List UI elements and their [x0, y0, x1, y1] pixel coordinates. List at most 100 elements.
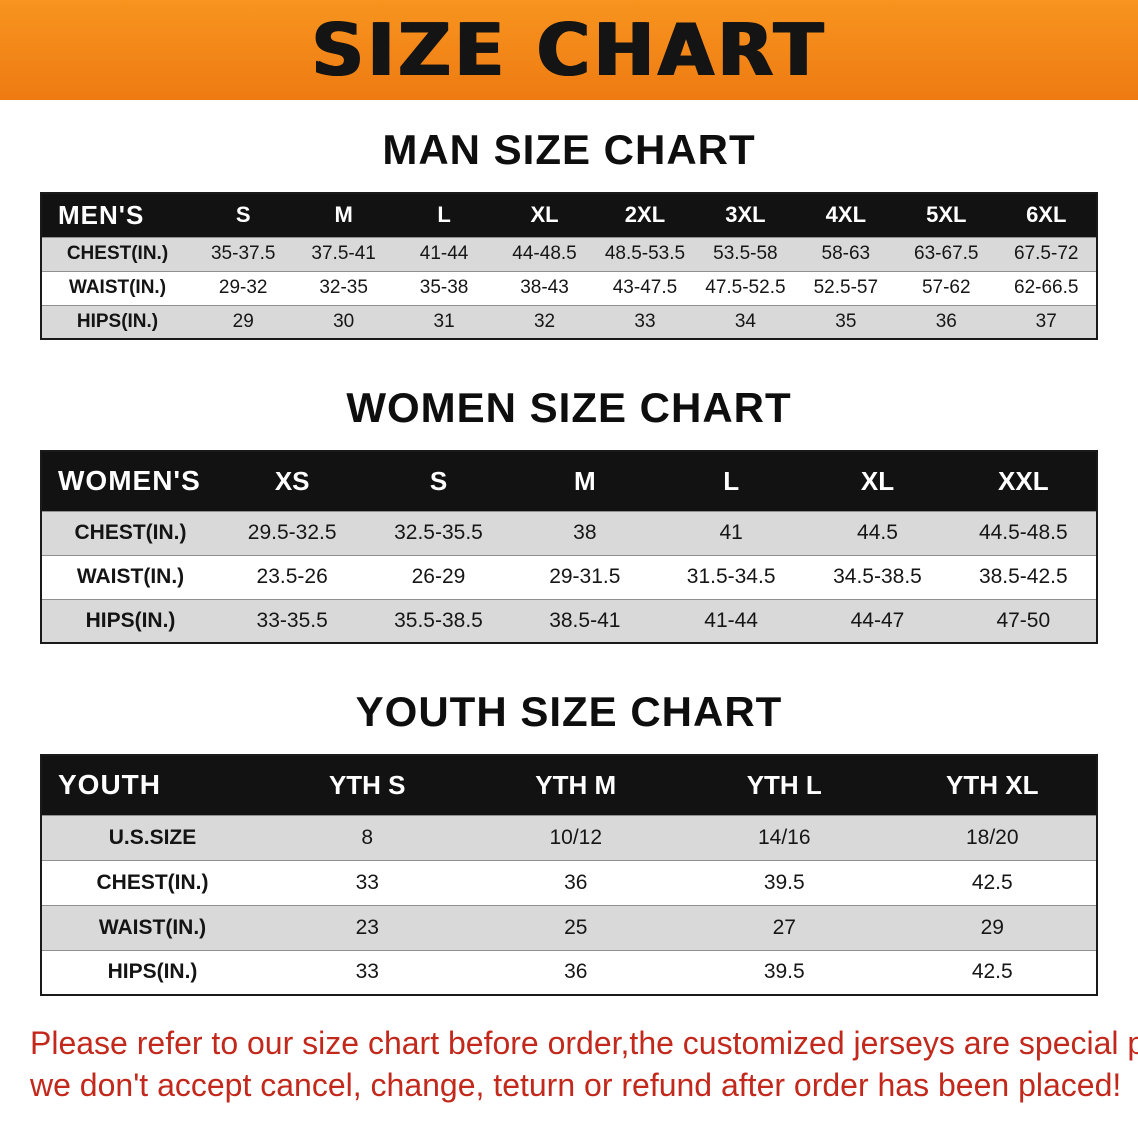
size-column-header: 4XL: [795, 193, 897, 237]
size-column-header: YTH XL: [888, 755, 1097, 815]
table-corner-label: YOUTH: [41, 755, 263, 815]
size-value-cell: 47.5-52.5: [705, 277, 786, 298]
table-row: U.S.SIZE 8 10/12 14/16 18/20: [41, 815, 1097, 860]
size-value-cell: 48.5-53.5: [604, 243, 686, 264]
row-label: WAIST(IN.): [68, 277, 167, 298]
size-value-cell: 25: [564, 915, 588, 939]
size-chart-page: SIZE CHART MAN SIZE CHART MEN'S S M L XL 2XL 3…: [0, 0, 1138, 1106]
size-value-cell: 38.5-42.5: [978, 565, 1068, 588]
size-value-cell: 18/20: [965, 825, 1019, 849]
table-header-row: YOUTH YTH S YTH M YTH L YTH XL: [41, 755, 1097, 815]
row-label: CHEST(IN.): [74, 521, 187, 544]
size-value-cell: 26-29: [411, 565, 466, 588]
size-value-cell: 32: [533, 310, 556, 332]
size-value-cell: 37.5-41: [311, 243, 376, 264]
men-size-table: MEN'S S M L XL 2XL 3XL 4XL 5XL 6XL CHEST(IN.) 35-37…: [40, 192, 1098, 340]
table-row: HIPS(IN.) 29 30 31 32 33 34 35 36 37: [41, 305, 1097, 339]
size-value-cell: 41: [719, 521, 743, 544]
size-column-header: XL: [804, 451, 951, 511]
row-label: CHEST(IN.): [66, 243, 169, 264]
size-value-cell: 53.5-58: [713, 243, 778, 264]
youth-size-chart-heading: YOUTH SIZE CHART: [355, 688, 783, 735]
size-value-cell: 29-31.5: [549, 565, 621, 588]
size-value-cell: 63-67.5: [914, 243, 979, 264]
table-corner-label: WOMEN'S: [41, 451, 219, 511]
size-value-cell: 33-35.5: [256, 608, 328, 632]
row-label: HIPS(IN.): [107, 960, 198, 984]
size-value-cell: 39.5: [763, 960, 805, 984]
youth-size-chart-section: YOUTH SIZE CHART YOUTH YTH S YTH M YTH L YTH…: [0, 688, 1138, 996]
man-size-chart-section: MAN SIZE CHART MEN'S S M L XL 2XL 3XL 4XL 5XL 6XL…: [0, 126, 1138, 340]
size-value-cell: 58-63: [821, 243, 871, 264]
size-value-cell: 47-50: [996, 608, 1051, 632]
size-value-cell: 23: [355, 915, 379, 939]
man-size-chart-heading: MAN SIZE CHART: [382, 126, 756, 173]
size-value-cell: 52.5-57: [813, 277, 879, 298]
size-value-cell: 29-32: [218, 277, 268, 298]
size-value-cell: 39.5: [763, 870, 805, 894]
size-column-header: YTH M: [471, 755, 680, 815]
size-column-header: S: [193, 193, 294, 237]
table-row: HIPS(IN.) 33 36 39.5 42.5: [41, 950, 1097, 995]
size-column-header: L: [657, 451, 805, 511]
size-column-header: YTH L: [680, 755, 889, 815]
notice-line-1: Please refer to our size chart before or…: [30, 1025, 1138, 1061]
table-row: WAIST(IN.) 23 25 27 29: [41, 905, 1097, 950]
size-value-cell: 43-47.5: [612, 277, 678, 298]
size-value-cell: 30: [333, 310, 355, 332]
size-value-cell: 29: [232, 310, 254, 332]
size-chart-banner: SIZE CHART: [0, 0, 1138, 100]
row-label: CHEST(IN.): [96, 870, 209, 894]
size-value-cell: 38: [573, 521, 597, 544]
table-row: WAIST(IN.) 23.5-26 26-29 29-31.5 31.5-34.5 34…: [41, 555, 1097, 599]
table-row: HIPS(IN.) 33-35.5 35.5-38.5 38.5-41 41-44 44-…: [41, 599, 1097, 643]
row-label: WAIST(IN.): [98, 915, 207, 939]
size-column-header: M: [511, 451, 658, 511]
size-value-cell: 44-48.5: [512, 243, 577, 264]
size-column-header: 6XL: [996, 193, 1097, 237]
table-header-row: MEN'S S M L XL 2XL 3XL 4XL 5XL 6XL: [41, 193, 1097, 237]
size-value-cell: 34.5-38.5: [833, 565, 922, 588]
row-label: HIPS(IN.): [76, 310, 159, 332]
size-column-header: XXL: [950, 451, 1097, 511]
size-value-cell: 42.5: [971, 960, 1013, 984]
row-label: WAIST(IN.): [76, 565, 185, 588]
page-title: SIZE CHART: [311, 8, 827, 92]
row-label: U.S.SIZE: [108, 825, 197, 849]
size-value-cell: 27: [772, 915, 796, 939]
size-value-cell: 33: [355, 960, 379, 984]
size-value-cell: 8: [361, 825, 374, 849]
order-notice: Please refer to our size chart before or…: [30, 1022, 1138, 1106]
table-row: WAIST(IN.) 29-32 32-35 35-38 38-43 43-47.5 47.…: [41, 271, 1097, 305]
size-value-cell: 37: [1035, 310, 1057, 332]
youth-size-table: YOUTH YTH S YTH M YTH L YTH XL U.S.SIZE 8 10/12…: [40, 754, 1098, 996]
size-column-header: M: [293, 193, 394, 237]
size-value-cell: 36: [564, 870, 588, 894]
size-value-cell: 41-44: [704, 608, 758, 632]
size-value-cell: 34: [734, 310, 756, 332]
size-column-header: YTH S: [263, 755, 472, 815]
size-value-cell: 35-37.5: [210, 243, 276, 264]
table-header-row: WOMEN'S XS S M L XL XXL: [41, 451, 1097, 511]
women-size-chart-heading: WOMEN SIZE CHART: [346, 384, 792, 431]
size-value-cell: 29: [980, 915, 1004, 939]
size-value-cell: 10/12: [549, 825, 603, 849]
size-value-cell: 31.5-34.5: [686, 565, 776, 588]
size-value-cell: 67.5-72: [1014, 243, 1079, 264]
table-corner-label: MEN'S: [41, 193, 193, 237]
size-value-cell: 38.5-41: [549, 608, 621, 632]
size-value-cell: 44.5-48.5: [978, 521, 1068, 544]
size-value-cell: 14/16: [757, 825, 811, 849]
size-value-cell: 36: [564, 960, 588, 984]
size-value-cell: 29.5-32.5: [247, 521, 337, 544]
size-column-header: S: [365, 451, 512, 511]
size-value-cell: 35-38: [419, 277, 469, 298]
size-column-header: XS: [219, 451, 366, 511]
size-value-cell: 35.5-38.5: [394, 608, 483, 632]
size-value-cell: 32.5-35.5: [394, 521, 483, 544]
size-value-cell: 41-44: [419, 243, 469, 264]
women-size-table: WOMEN'S XS S M L XL XXL CHEST(IN.) 29.5-32.5 32.5…: [40, 450, 1098, 644]
size-value-cell: 36: [935, 310, 957, 332]
size-value-cell: 32-35: [319, 277, 368, 298]
size-column-header: XL: [494, 193, 595, 237]
